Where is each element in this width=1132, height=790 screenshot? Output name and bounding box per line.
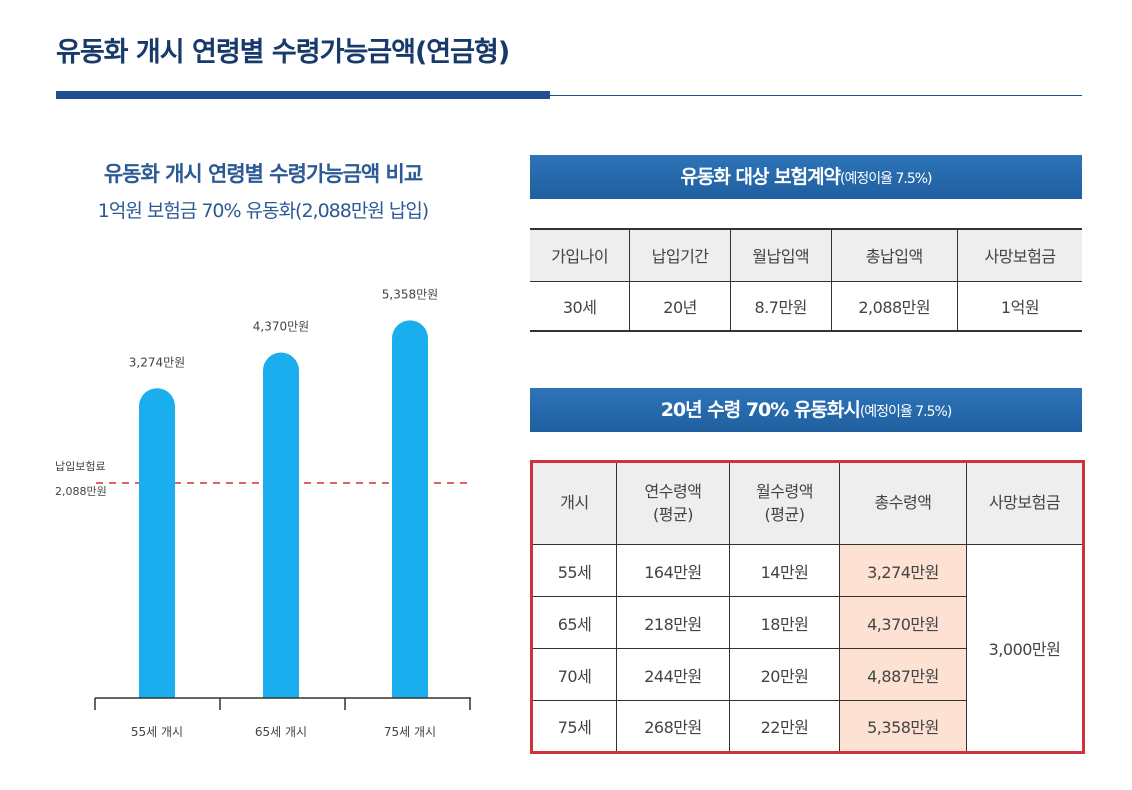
cell: 244만원 [616, 648, 730, 701]
reference-label: 납입보험료 [55, 460, 106, 473]
cell: 268만원 [616, 700, 730, 753]
cell: 14만원 [729, 544, 840, 597]
header-cell: 월납입액 [729, 229, 832, 282]
cell: 164만원 [616, 544, 730, 597]
contract-table: 가입나이 납입기간 월납입액 총납입액 사망보험금 30세 20년 8.7만원 … [530, 228, 1082, 332]
bar [263, 352, 299, 698]
header-cell: 사망보험금 [956, 229, 1082, 282]
header-line: (평균) [764, 504, 805, 524]
chart-title: 유동화 개시 연령별 수령가능금액 비교 [103, 162, 423, 186]
table-header-row: 개시 연수령액 (평균) 월수령액 (평균) 총수령액 사망보험금 [531, 461, 1084, 545]
cell: 8.7만원 [729, 280, 832, 331]
header-cell: 가입나이 [530, 229, 631, 282]
bar-value-label: 3,274만원 [129, 355, 185, 369]
x-tick-label: 75세 개시 [384, 725, 436, 739]
cell: 2,088만원 [830, 280, 958, 331]
payout-banner: 20년 수령 70% 유동화시(예정이율 7.5%) [530, 388, 1082, 432]
title-underline-thin [550, 95, 1082, 96]
death-benefit-cell: 3,000만원 [966, 544, 1084, 753]
x-tick-label: 65세 개시 [255, 725, 307, 739]
bar-value-label: 4,370만원 [253, 320, 309, 334]
contract-banner-title: 유동화 대상 보험계약 [680, 166, 841, 188]
cell: 70세 [531, 648, 617, 701]
x-tick-label: 55세 개시 [131, 725, 183, 739]
header-line: (평균) [653, 504, 693, 524]
bar-chart: 3,274만원 55세 개시 4,370만원 65세 개시 5,358만원 75세 개시 납… [55, 287, 472, 739]
table-row: 30세 20년 8.7만원 2,088만원 1억원 [530, 280, 1082, 331]
header-cell: 총수령액 [839, 461, 967, 545]
table-header-row: 가입나이 납입기간 월납입액 총납입액 사망보험금 [530, 229, 1082, 282]
cell: 20만원 [729, 648, 840, 701]
header-cell: 개시 [531, 461, 617, 545]
cell: 4,887만원 [839, 648, 967, 701]
table-row: 65세 218만원 18만원 4,370만원 [531, 596, 1084, 649]
cell: 1억원 [956, 280, 1082, 331]
contract-banner: 유동화 대상 보험계약(예정이율 7.5%) [530, 155, 1082, 199]
reference-value-label: 2,088만원 [55, 485, 107, 498]
chart-subtitle: 1억원 보험금 70% 유동화(2,088만원 납입) [97, 200, 429, 222]
table-row: 55세 164만원 14만원 3,274만원 3,000만원 [531, 544, 1084, 753]
bar-value-label: 5,358만원 [382, 287, 438, 301]
page-title: 유동화 개시 연령별 수령가능금액(연금형) [56, 37, 510, 68]
header-line: 연수령액 [644, 482, 702, 502]
cell: 30세 [530, 280, 631, 331]
cell: 65세 [531, 596, 617, 649]
cell: 55세 [531, 544, 617, 597]
bar [392, 320, 428, 698]
payout-table: 개시 연수령액 (평균) 월수령액 (평균) 총수령액 사망보험금 55세 164만원… [530, 460, 1085, 754]
header-cell: 총납입액 [830, 229, 958, 282]
title-underline-thick [56, 91, 550, 99]
header-cell: 사망보험금 [966, 461, 1084, 545]
payout-banner-note: (예정이율 7.5%) [859, 404, 952, 420]
cell: 218만원 [616, 596, 730, 649]
bar [139, 388, 175, 698]
cell: 22만원 [729, 700, 840, 753]
header-cell: 연수령액 (평균) [616, 461, 730, 545]
cell: 5,358만원 [839, 700, 967, 753]
contract-banner-note: (예정이율 7.5%) [840, 171, 932, 187]
cell: 4,370만원 [839, 596, 967, 649]
cell: 3,274만원 [839, 544, 967, 597]
table-row: 70세 244만원 20만원 4,887만원 [531, 648, 1084, 701]
payout-banner-title: 20년 수령 70% 유동화시 [660, 399, 861, 421]
table-row: 75세 268만원 22만원 5,358만원 [531, 700, 1084, 753]
header-cell: 월수령액 (평균) [729, 461, 840, 545]
cell: 20년 [629, 280, 731, 331]
header-line: 월수령액 [756, 482, 813, 502]
header-cell: 납입기간 [629, 229, 731, 282]
cell: 18만원 [729, 596, 840, 649]
cell: 75세 [531, 700, 617, 753]
